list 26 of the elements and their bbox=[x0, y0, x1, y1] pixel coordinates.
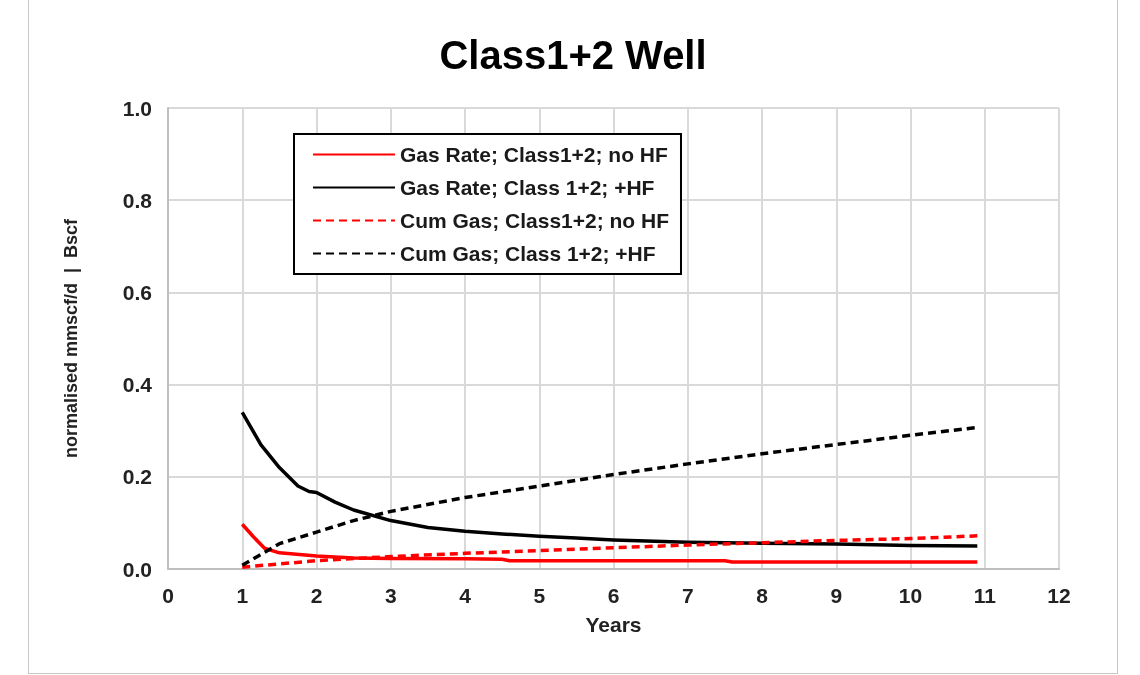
y-tick-label: 0.4 bbox=[122, 373, 153, 397]
y-axis-title: normalised mmscf/d | Bscf bbox=[61, 217, 81, 459]
x-tick-label: 10 bbox=[898, 584, 923, 607]
y-tick-label: 0.8 bbox=[122, 188, 153, 212]
legend-label: Gas Rate; Class1+2; no HF bbox=[400, 143, 669, 166]
chart-title: Class1+2 Well bbox=[439, 33, 707, 77]
y-tick-label: 0.6 bbox=[122, 280, 152, 304]
x-axis-title: Years bbox=[585, 613, 642, 636]
y-tick-label: 0.2 bbox=[122, 465, 152, 489]
y-tick-label: 0.0 bbox=[122, 557, 152, 581]
x-tick-label: 5 bbox=[533, 584, 546, 607]
legend-label: Cum Gas; Class 1+2; +HF bbox=[400, 242, 656, 265]
x-tick-label: 11 bbox=[973, 584, 997, 607]
x-tick-label: 4 bbox=[459, 584, 472, 607]
x-tick-label: 1 bbox=[236, 584, 249, 607]
x-tick-label: 2 bbox=[310, 584, 323, 607]
x-tick-label: 8 bbox=[756, 584, 769, 607]
x-tick-label: 3 bbox=[384, 584, 397, 607]
legend-label: Gas Rate; Class 1+2; +HF bbox=[400, 176, 655, 199]
x-tick-label: 0 bbox=[162, 584, 174, 607]
x-tick-label: 6 bbox=[607, 584, 620, 607]
legend-label: Cum Gas; Class1+2; no HF bbox=[400, 209, 670, 232]
x-tick-label: 12 bbox=[1047, 584, 1071, 607]
x-tick-label: 9 bbox=[830, 584, 843, 607]
y-tick-label: 1.0 bbox=[122, 96, 152, 120]
x-tick-label: 7 bbox=[681, 584, 694, 607]
